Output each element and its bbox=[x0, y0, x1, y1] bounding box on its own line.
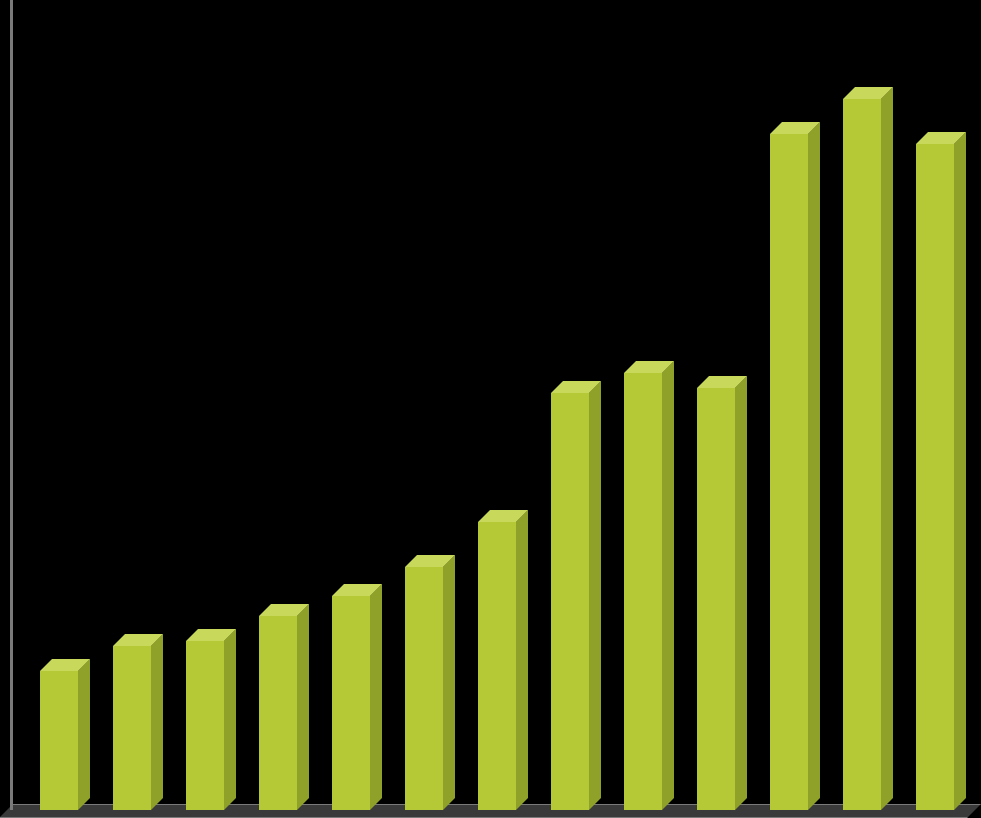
bar-6 bbox=[461, 0, 534, 810]
bar-8 bbox=[606, 0, 679, 810]
bar-front bbox=[624, 373, 662, 810]
bar-side bbox=[589, 381, 601, 810]
bar-5 bbox=[388, 0, 461, 810]
bar-front bbox=[551, 393, 589, 810]
bar-front bbox=[478, 522, 516, 810]
bar-front bbox=[770, 134, 808, 810]
bar-side bbox=[151, 634, 163, 810]
bar-front bbox=[40, 671, 78, 810]
bar-0 bbox=[23, 0, 96, 810]
bar-4 bbox=[315, 0, 388, 810]
bar-side bbox=[808, 122, 820, 810]
bar-front bbox=[697, 388, 735, 810]
bar-front bbox=[186, 641, 224, 810]
bar-front bbox=[405, 567, 443, 810]
bar-12 bbox=[898, 0, 971, 810]
bar-side bbox=[224, 629, 236, 810]
bar-side bbox=[954, 132, 966, 810]
bar-front bbox=[113, 646, 151, 810]
bar-10 bbox=[752, 0, 825, 810]
plot-area bbox=[13, 0, 981, 810]
bar-front bbox=[843, 99, 881, 810]
bar-side bbox=[78, 659, 90, 810]
bar-front bbox=[259, 616, 297, 810]
bar-front bbox=[332, 596, 370, 810]
bar-9 bbox=[679, 0, 752, 810]
bar-side bbox=[370, 584, 382, 810]
bar-side bbox=[735, 376, 747, 810]
bar-side bbox=[662, 361, 674, 810]
bar-side bbox=[297, 604, 309, 810]
bar-side bbox=[881, 87, 893, 810]
bar-2 bbox=[169, 0, 242, 810]
bar-side bbox=[443, 555, 455, 810]
bar-11 bbox=[825, 0, 898, 810]
bar-7 bbox=[533, 0, 606, 810]
bar-3 bbox=[242, 0, 315, 810]
bar-front bbox=[916, 144, 954, 810]
bar-side bbox=[516, 510, 528, 810]
bar-chart bbox=[0, 0, 981, 818]
bar-1 bbox=[96, 0, 169, 810]
